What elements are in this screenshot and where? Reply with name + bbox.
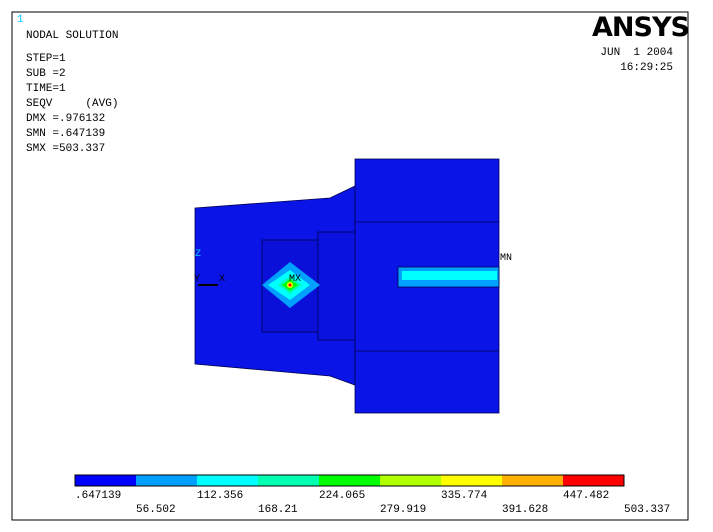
legend-border [74, 474, 625, 487]
axis-label: Z [195, 249, 201, 260]
legend-label: 447.482 [563, 490, 609, 502]
collar [317, 231, 357, 341]
legend-swatch [563, 475, 624, 486]
legend-swatch [380, 475, 441, 486]
legend-swatch [136, 475, 197, 486]
contour [288, 283, 292, 287]
info-line: TIME=1 [26, 83, 66, 95]
legend-label: 56.502 [136, 504, 176, 516]
legend-label: 335.774 [441, 490, 488, 502]
legend: .647139 56.502 112.356 168.21 224.065 279.919… [74, 474, 670, 516]
info-line: SMN =.647139 [26, 128, 105, 140]
legend-label: .647139 [75, 490, 121, 502]
legend-label: 112.356 [197, 490, 243, 502]
legend-label: 224.065 [319, 490, 365, 502]
slot-core [402, 271, 497, 280]
legend-label: 279.919 [380, 504, 426, 516]
date: JUN 1 2004 [600, 47, 673, 59]
model [194, 158, 500, 414]
axis-label: Y [194, 274, 200, 285]
legend-swatch [441, 475, 502, 486]
info-line: SUB =2 [26, 68, 66, 80]
logo: ANSYS [592, 12, 689, 43]
info-lines: STEP=1 SUB =2 TIME=1 SEQV (AVG) DMX =.976132… [26, 53, 118, 155]
info-line: STEP=1 [26, 53, 66, 65]
legend-swatch [197, 475, 258, 486]
time: 16:29:25 [620, 62, 673, 74]
legend-swatch [319, 475, 380, 486]
info-line: DMX =.976132 [26, 113, 105, 125]
legend-swatch [502, 475, 563, 486]
title: NODAL SOLUTION [26, 30, 118, 42]
info-line: SMX =503.337 [26, 143, 105, 155]
window-number: 1 [17, 14, 24, 26]
legend-label: 168.21 [258, 504, 298, 516]
info-line: SEQV (AVG) [26, 98, 118, 110]
legend-label: 503.337 [624, 504, 670, 516]
min-label: MN [500, 253, 512, 264]
axis-label: X [219, 274, 225, 285]
legend-label: 391.628 [502, 504, 548, 516]
legend-swatch [75, 475, 136, 486]
legend-swatch [258, 475, 319, 486]
frame [11, 11, 689, 521]
max-label: MX [289, 274, 301, 285]
